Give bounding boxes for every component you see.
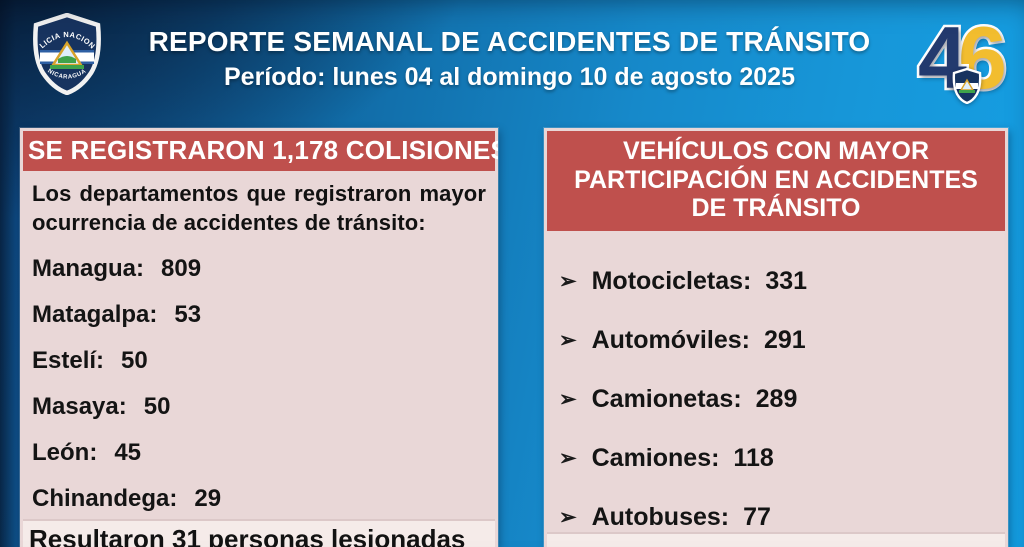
vehicles-panel-footer-strip xyxy=(547,532,1005,547)
vehicle-name: Camionetas: xyxy=(591,384,742,413)
vehicle-name: Autobuses: xyxy=(591,502,730,531)
department-name: León: xyxy=(32,439,98,467)
injured-persons-text: Resultaron 31 personas lesionadas xyxy=(29,524,466,547)
vehicle-row-motocicletas: ➢ Motocicletas: 331 xyxy=(559,267,996,296)
vehicle-value: 118 xyxy=(733,443,774,472)
vehicle-name: Motocicletas: xyxy=(591,266,752,295)
vehicle-name: Camiones: xyxy=(591,443,720,472)
vehicles-panel-body: ➢ Motocicletas: 331 ➢ Automóviles: 291 ➢… xyxy=(547,231,1005,547)
vehicles-panel-header: VEHÍCULOS CON MAYOR PARTICIPACIÓN EN ACC… xyxy=(547,131,1005,231)
vehicle-row-camionetas: ➢ Camionetas: 289 xyxy=(559,385,996,414)
arrow-bullet-icon: ➢ xyxy=(559,387,577,411)
department-row-managua: Managua: 809 xyxy=(32,255,486,283)
vehicle-value: 77 xyxy=(743,502,771,531)
vehicle-row-automoviles: ➢ Automóviles: 291 xyxy=(559,326,996,355)
anniversary-46-badge: 6 4 xyxy=(916,11,1012,110)
arrow-bullet-icon: ➢ xyxy=(559,269,577,293)
arrow-bullet-icon: ➢ xyxy=(559,328,577,352)
arrow-bullet-icon: ➢ xyxy=(559,505,577,529)
header-title-block: REPORTE SEMANAL DE ACCIDENTES DE TRÁNSIT… xyxy=(120,26,899,92)
department-name: Matagalpa: xyxy=(32,301,158,329)
department-name: Estelí: xyxy=(32,347,105,375)
slide-subtitle: Período: lunes 04 al domingo 10 de agost… xyxy=(224,62,795,91)
department-name: Chinandega: xyxy=(32,485,178,513)
department-row-masaya: Masaya: 50 xyxy=(32,393,486,421)
vehicle-row-autobuses: ➢ Autobuses: 77 xyxy=(559,503,996,532)
vehicle-value: 291 xyxy=(763,325,806,354)
department-value: 45 xyxy=(114,439,142,467)
department-value: 29 xyxy=(194,485,222,513)
vehicle-name: Automóviles: xyxy=(591,325,750,354)
department-row-esteli: Estelí: 50 xyxy=(32,347,486,375)
vehicle-list: ➢ Motocicletas: 331 ➢ Automóviles: 291 ➢… xyxy=(556,267,996,532)
vehicle-value: 289 xyxy=(755,384,798,413)
vehicles-panel: VEHÍCULOS CON MAYOR PARTICIPACIÓN EN ACC… xyxy=(544,128,1008,547)
vehicle-value: 331 xyxy=(765,266,808,295)
vehicle-row-camiones: ➢ Camiones: 118 xyxy=(559,444,996,473)
department-value: 809 xyxy=(161,255,202,283)
department-row-chinandega: Chinandega: 29 xyxy=(32,485,486,513)
department-row-leon: León: 45 xyxy=(32,439,486,467)
department-value: 53 xyxy=(174,301,202,329)
injured-persons-strip: Resultaron 31 personas lesionadas xyxy=(23,519,495,547)
collisions-panel-body: Los departamentos que registraron mayor … xyxy=(23,171,495,537)
collisions-panel-header: SE REGISTRARON 1,178 COLISIONES xyxy=(23,131,498,171)
department-row-matagalpa: Matagalpa: 53 xyxy=(32,301,486,329)
collisions-intro-text: Los departamentos que registraron mayor … xyxy=(32,181,486,235)
slide-title: REPORTE SEMANAL DE ACCIDENTES DE TRÁNSIT… xyxy=(148,26,871,57)
department-list: Managua: 809 Matagalpa: 53 Estelí: 50 Ma… xyxy=(32,255,486,513)
department-value: 50 xyxy=(121,347,148,375)
department-name: Managua: xyxy=(32,255,145,283)
department-value: 50 xyxy=(143,393,171,421)
arrow-bullet-icon: ➢ xyxy=(559,446,577,470)
department-name: Masaya: xyxy=(32,393,127,421)
collisions-panel: SE REGISTRARON 1,178 COLISIONES Los depa… xyxy=(20,128,498,547)
badge-shield-icon xyxy=(952,68,982,104)
policia-nacional-logo-icon: POLICIA NACIONAL NICARAGUA xyxy=(30,13,101,95)
